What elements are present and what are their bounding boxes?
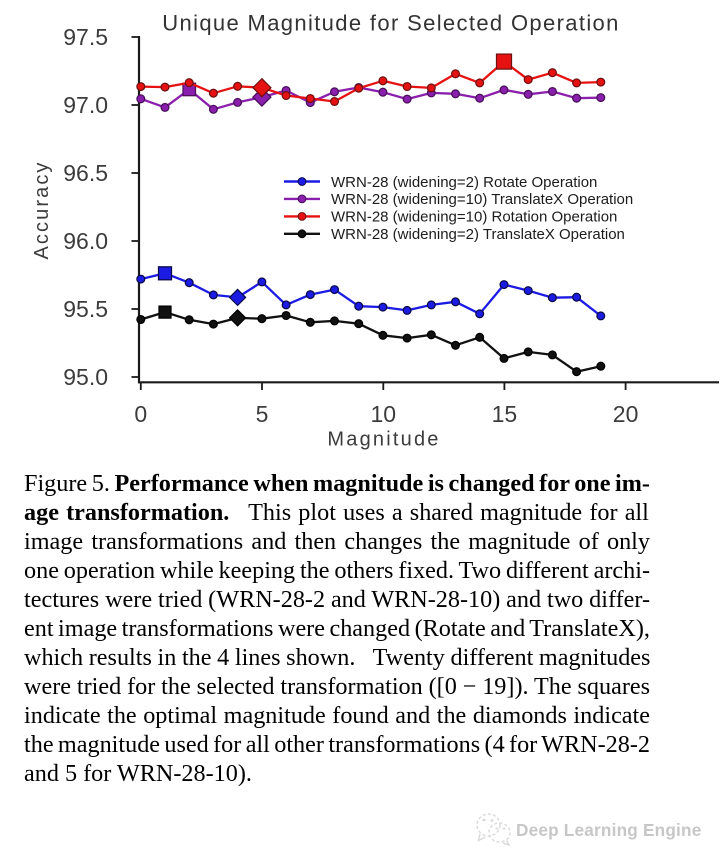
svg-text:Magnitude: Magnitude — [327, 429, 440, 451]
svg-text:20: 20 — [613, 401, 639, 427]
svg-text:96.5: 96.5 — [63, 160, 108, 186]
svg-text:Accuracy: Accuracy — [31, 160, 53, 259]
svg-text:WRN-28 (widening=10) Rotation: WRN-28 (widening=10) Rotation Operation — [331, 209, 617, 226]
svg-text:5: 5 — [256, 401, 269, 427]
svg-text:96.0: 96.0 — [63, 228, 108, 254]
svg-text:Unique Magnitude for Selected: Unique Magnitude for Selected Operation — [162, 10, 619, 35]
svg-text:WRN-28 (widening=2) TranslateX: WRN-28 (widening=2) TranslateX Operation — [331, 226, 625, 243]
svg-text:95.0: 95.0 — [63, 364, 108, 390]
svg-text:WRN-28 (widening=10) Translate: WRN-28 (widening=10) TranslateX Operatio… — [331, 191, 633, 208]
svg-text:0: 0 — [134, 401, 147, 427]
svg-text:95.5: 95.5 — [63, 296, 108, 322]
svg-text:10: 10 — [371, 401, 397, 427]
svg-text:97.5: 97.5 — [63, 24, 108, 50]
svg-text:WRN-28 (widening=2) Rotate Ope: WRN-28 (widening=2) Rotate Operation — [331, 174, 597, 191]
svg-text:97.0: 97.0 — [63, 92, 108, 118]
svg-text:15: 15 — [492, 401, 518, 427]
